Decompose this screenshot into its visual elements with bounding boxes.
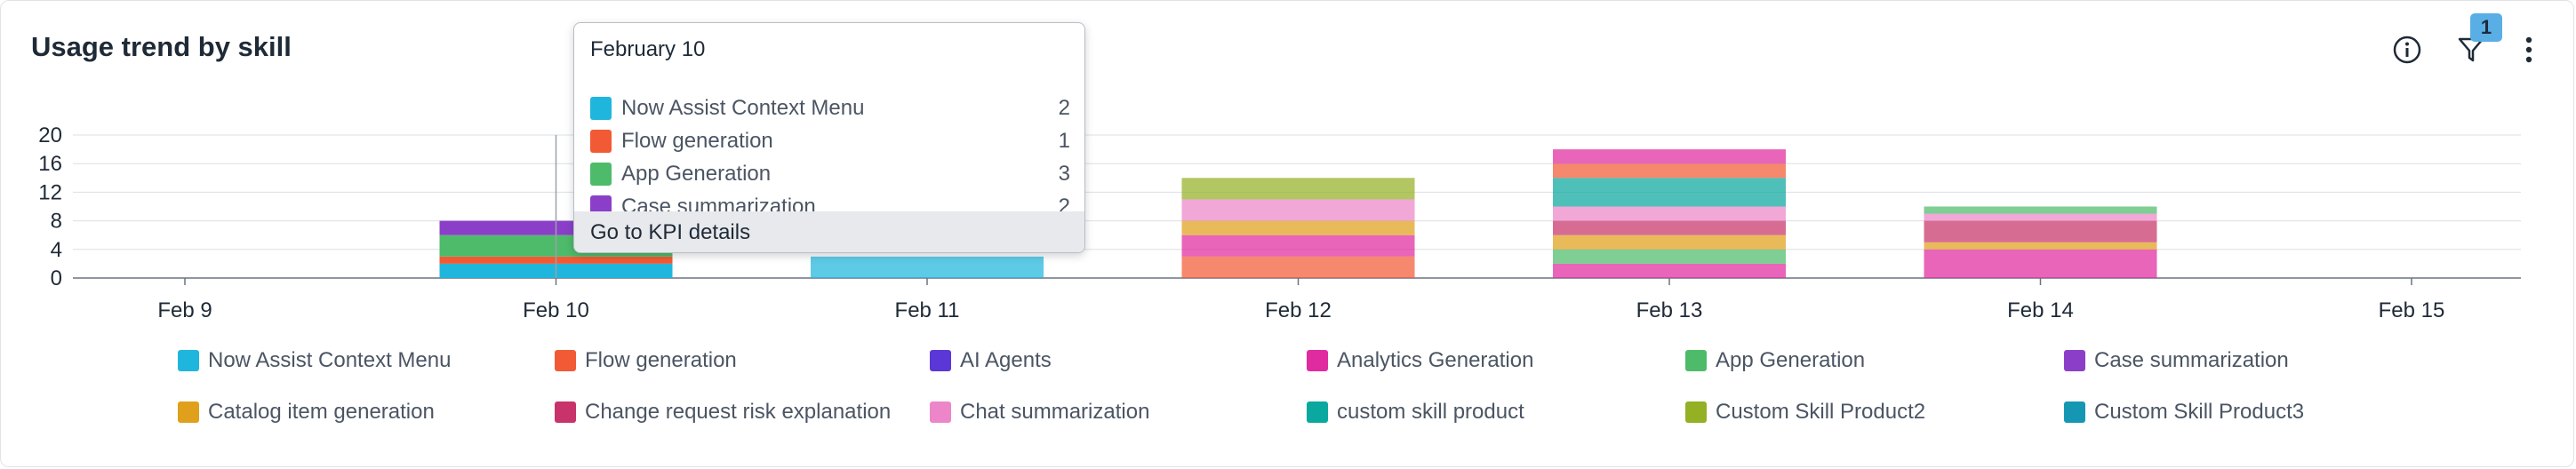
legend-item[interactable]: AI Agents	[930, 348, 1052, 373]
bar-segment[interactable]	[1553, 263, 1786, 278]
tooltip-row: Now Assist Context Menu 2	[590, 95, 1070, 122]
legend-item[interactable]: Chat summarization	[930, 400, 1149, 425]
bar-segment[interactable]	[1553, 234, 1786, 250]
legend-swatch	[2064, 350, 2085, 371]
legend-swatch	[1307, 350, 1328, 371]
legend-label: Now Assist Context Menu	[208, 348, 452, 372]
legend-item[interactable]: Case summarization	[2064, 348, 2289, 373]
legend-swatch	[930, 350, 951, 371]
y-tick-label: 4	[51, 238, 62, 262]
legend-label: Analytics Generation	[1337, 348, 1534, 372]
legend-swatch	[930, 401, 951, 423]
tooltip-value: 1	[1058, 129, 1070, 153]
tooltip-row: Flow generation 1	[590, 128, 1070, 155]
bar-segment[interactable]	[1924, 206, 2157, 214]
bar-segment[interactable]	[1924, 249, 2157, 278]
legend-item[interactable]: Now Assist Context Menu	[178, 348, 451, 373]
bar-segment[interactable]	[1924, 242, 2157, 250]
legend-swatch	[1685, 350, 1707, 371]
legend-label: AI Agents	[960, 348, 1052, 372]
info-icon[interactable]	[2392, 35, 2422, 65]
x-tick-label: Feb 12	[1265, 298, 1332, 320]
legend-label: Catalog item generation	[208, 400, 435, 424]
go-to-kpi-details-link[interactable]: Go to KPI details	[574, 211, 1084, 252]
y-tick-label: 16	[38, 152, 62, 176]
tooltip-label: App Generation	[621, 162, 772, 186]
bar-segment[interactable]	[1181, 234, 1415, 257]
tooltip-swatch	[590, 163, 612, 186]
legend-label: Custom Skill Product3	[2094, 400, 2305, 424]
legend-swatch	[178, 350, 199, 371]
x-tick-label: Feb 15	[2379, 298, 2445, 320]
more-vertical-icon[interactable]	[2520, 35, 2538, 65]
x-tick-label: Feb 10	[523, 298, 589, 320]
x-tick-label: Feb 9	[157, 298, 212, 320]
tooltip-label: Flow generation	[621, 129, 773, 153]
tooltip-value: 2	[1058, 96, 1070, 120]
bar-segment[interactable]	[1181, 178, 1415, 200]
bar-segment[interactable]	[1181, 220, 1415, 235]
tooltip-date: February 10	[590, 37, 706, 61]
legend-label: Flow generation	[585, 348, 737, 372]
bar-segment[interactable]	[1553, 163, 1786, 179]
legend-label: App Generation	[1716, 348, 1866, 372]
x-tick-label: Feb 14	[2007, 298, 2074, 320]
bar-segment[interactable]	[811, 256, 1044, 278]
tooltip-swatch	[590, 130, 612, 153]
bar-segment[interactable]	[1553, 178, 1786, 207]
bar-segment[interactable]	[1553, 206, 1786, 221]
bar-segment[interactable]	[1181, 256, 1415, 278]
legend-swatch	[178, 401, 199, 423]
legend-swatch	[2064, 401, 2085, 423]
legend-swatch	[555, 401, 576, 423]
chart-tooltip: February 10 Now Assist Context Menu 2 Flow…	[573, 22, 1085, 253]
bar-segment[interactable]	[1553, 249, 1786, 264]
legend-item[interactable]: Catalog item generation	[178, 400, 435, 425]
bar-segment[interactable]	[1181, 199, 1415, 221]
legend-item[interactable]: Change request risk explanation	[555, 400, 891, 425]
legend-item[interactable]: Analytics Generation	[1307, 348, 1533, 373]
bar-segment[interactable]	[1553, 220, 1786, 235]
legend-label: custom skill product	[1337, 400, 1524, 424]
bar-segment[interactable]	[1553, 149, 1786, 164]
legend-label: Change request risk explanation	[585, 400, 892, 424]
legend-swatch	[555, 350, 576, 371]
tooltip-label: Now Assist Context Menu	[621, 96, 865, 120]
bar-segment[interactable]	[1924, 220, 2157, 242]
legend-item[interactable]: Custom Skill Product2	[1685, 400, 1925, 425]
y-tick-label: 20	[38, 123, 62, 147]
bar-segment[interactable]	[1924, 213, 2157, 221]
y-tick-label: 8	[51, 210, 62, 234]
x-tick-label: Feb 11	[895, 298, 960, 320]
legend-item[interactable]: Flow generation	[555, 348, 737, 373]
x-tick-label: Feb 13	[1636, 298, 1703, 320]
tooltip-row: App Generation 3	[590, 161, 1070, 187]
y-tick-label: 0	[51, 266, 62, 290]
filter-count-badge: 1	[2470, 13, 2502, 42]
card-title: Usage trend by skill	[31, 31, 292, 62]
legend-swatch	[1685, 401, 1707, 423]
legend-label: Case summarization	[2094, 348, 2289, 372]
stacked-bar-chart: 0 4 8 12 16 20 Feb 9 Feb 10 Feb 11 Feb 12 Feb 13 Fe…	[38, 123, 2521, 320]
legend-item[interactable]: Custom Skill Product3	[2064, 400, 2304, 425]
tooltip-value: 3	[1058, 162, 1070, 186]
go-to-kpi-details-label: Go to KPI details	[590, 220, 751, 244]
legend-swatch	[1307, 401, 1328, 423]
legend-label: Custom Skill Product2	[1716, 400, 1926, 424]
y-tick-label: 12	[38, 180, 62, 204]
legend-label: Chat summarization	[960, 400, 1150, 424]
tooltip-swatch	[590, 97, 612, 120]
legend-item[interactable]: App Generation	[1685, 348, 1865, 373]
legend-item[interactable]: custom skill product	[1307, 400, 1524, 425]
